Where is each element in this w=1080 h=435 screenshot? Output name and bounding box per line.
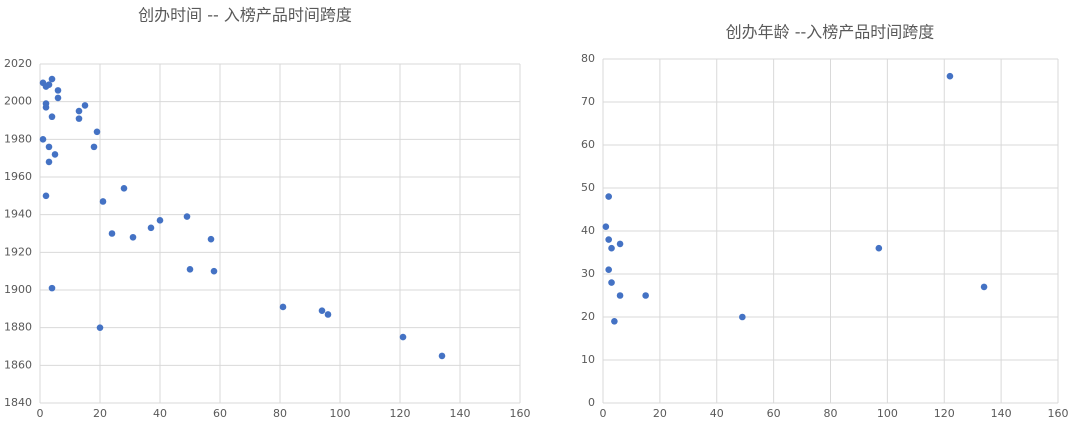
y-tick-label: 60 [581, 138, 595, 151]
y-tick-label: 1860 [4, 358, 32, 371]
chart-title: 创办年龄 --入榜产品时间跨度 [726, 23, 935, 42]
y-tick-label: 1880 [4, 321, 32, 334]
point [608, 244, 615, 252]
point [318, 307, 326, 315]
point [279, 303, 287, 311]
point [129, 233, 137, 241]
y-tick-label: 70 [581, 95, 595, 108]
point [399, 333, 407, 341]
x-tick-label: 80 [273, 407, 287, 420]
y-tick-label: 50 [581, 181, 595, 194]
point [42, 192, 50, 200]
point [45, 158, 53, 166]
point [946, 72, 954, 80]
point [54, 87, 62, 94]
point [120, 185, 128, 192]
y-tick-label: 10 [581, 353, 595, 366]
point [605, 266, 612, 274]
x-tick-label: 20 [653, 407, 667, 420]
x-tick-label: 40 [153, 407, 167, 420]
y-tick-label: 0 [588, 396, 595, 409]
point [45, 143, 53, 151]
point [156, 217, 164, 224]
y-tick-label: 1840 [4, 396, 32, 409]
x-tick-label: 20 [93, 407, 107, 420]
x-tick-label: 60 [213, 407, 227, 420]
point [210, 267, 218, 275]
point [642, 292, 649, 299]
point [48, 75, 56, 83]
y-tick-label: 2020 [4, 57, 32, 70]
point [147, 224, 155, 232]
x-tick-label: 0 [600, 407, 607, 420]
x-tick-label: 40 [710, 407, 724, 420]
point [45, 81, 53, 89]
x-tick-label: 140 [450, 407, 471, 420]
x-tick-label: 100 [877, 407, 898, 420]
point [605, 236, 612, 243]
point [96, 324, 104, 331]
point [75, 115, 83, 122]
y-tick-label: 1960 [4, 170, 32, 183]
point [207, 235, 215, 243]
point [616, 240, 624, 248]
y-tick-label: 1940 [4, 208, 32, 221]
x-tick-label: 60 [767, 407, 781, 420]
point [75, 107, 83, 115]
x-tick-label: 120 [934, 407, 955, 420]
x-tick-label: 0 [37, 407, 44, 420]
y-tick-label: 20 [581, 310, 595, 323]
y-tick-label: 2000 [4, 95, 32, 108]
point [93, 128, 101, 136]
point [108, 230, 116, 237]
point [616, 292, 624, 299]
point [602, 223, 610, 230]
point [51, 151, 59, 158]
point [42, 104, 50, 111]
point [39, 136, 47, 143]
x-tick-label: 140 [991, 407, 1012, 420]
point [186, 265, 194, 273]
point [54, 94, 62, 102]
y-tick-label: 1900 [4, 283, 32, 296]
point [99, 198, 107, 205]
point [875, 244, 883, 252]
y-tick-label: 30 [581, 267, 595, 280]
y-tick-label: 1920 [4, 245, 32, 258]
point [90, 143, 98, 151]
point [48, 284, 56, 292]
y-tick-label: 80 [581, 52, 595, 65]
point [48, 113, 56, 121]
y-tick-label: 40 [581, 224, 595, 237]
point [438, 352, 446, 360]
point [605, 193, 612, 200]
point [980, 283, 988, 291]
point [81, 102, 89, 109]
x-tick-label: 160 [510, 407, 531, 420]
x-tick-label: 80 [824, 407, 838, 420]
point [611, 318, 618, 325]
point [324, 311, 332, 318]
x-tick-label: 100 [330, 407, 351, 420]
x-tick-label: 120 [390, 407, 411, 420]
point [608, 279, 615, 286]
point [183, 213, 191, 220]
y-tick-label: 1980 [4, 132, 32, 145]
x-tick-label: 160 [1048, 407, 1069, 420]
chart-title: 创办时间 -- 入榜产品时间跨度 [138, 6, 352, 25]
point [739, 313, 746, 321]
